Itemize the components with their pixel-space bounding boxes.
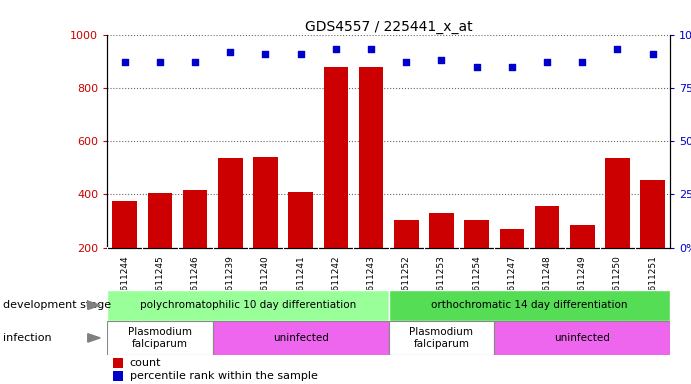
Bar	[388, 290, 670, 321]
Bar	[605, 159, 630, 248]
Bar	[464, 220, 489, 248]
Text: count: count	[130, 358, 161, 368]
Point	[189, 59, 200, 65]
Bar	[323, 66, 348, 248]
Bar	[359, 66, 384, 248]
Text: development stage: development stage	[3, 300, 111, 310]
Point	[260, 51, 271, 57]
Bar	[107, 321, 213, 355]
Bar	[388, 321, 494, 355]
Point	[471, 63, 482, 70]
Bar	[288, 192, 313, 248]
Bar	[218, 159, 243, 248]
Text: polychromatophilic 10 day differentiation: polychromatophilic 10 day differentiatio…	[140, 300, 356, 310]
Point	[507, 63, 518, 70]
Point	[401, 59, 412, 65]
Bar	[570, 225, 594, 248]
Bar	[394, 220, 419, 248]
Point	[225, 48, 236, 55]
Bar	[500, 229, 524, 248]
Text: Plasmodium
falciparum: Plasmodium falciparum	[410, 327, 473, 349]
Point	[577, 59, 588, 65]
Point	[647, 51, 659, 57]
Point	[154, 59, 165, 65]
Bar	[113, 358, 123, 368]
Bar	[429, 213, 454, 248]
Bar	[641, 180, 665, 248]
Text: uninfected: uninfected	[273, 333, 329, 343]
Point	[436, 57, 447, 63]
Text: Plasmodium
falciparum: Plasmodium falciparum	[128, 327, 192, 349]
Text: percentile rank within the sample: percentile rank within the sample	[130, 371, 317, 381]
Point	[119, 59, 130, 65]
Text: orthochromatic 14 day differentiation: orthochromatic 14 day differentiation	[431, 300, 627, 310]
Bar	[253, 157, 278, 248]
Text: uninfected: uninfected	[554, 333, 610, 343]
Bar	[183, 190, 207, 248]
Bar	[148, 193, 172, 248]
Point	[330, 46, 341, 53]
Point	[366, 46, 377, 53]
Bar	[113, 201, 137, 248]
Bar	[107, 290, 388, 321]
Bar	[213, 321, 388, 355]
Point	[295, 51, 306, 57]
Bar	[113, 371, 123, 381]
Point	[612, 46, 623, 53]
Text: infection: infection	[3, 333, 52, 343]
Bar	[535, 206, 560, 248]
Point	[542, 59, 553, 65]
Title: GDS4557 / 225441_x_at: GDS4557 / 225441_x_at	[305, 20, 473, 33]
Bar	[494, 321, 670, 355]
